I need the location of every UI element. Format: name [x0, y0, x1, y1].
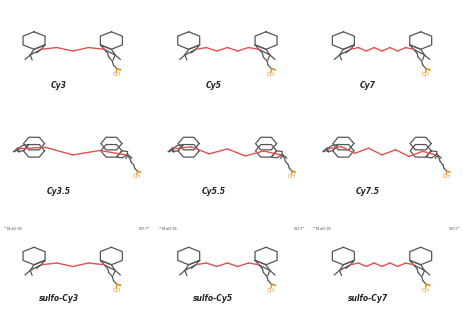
Text: SO$_3$$^-$: SO$_3$$^-$: [138, 226, 151, 233]
Text: Cy3: Cy3: [51, 81, 67, 90]
Text: OH: OH: [267, 288, 275, 293]
Text: Cy3.5: Cy3.5: [47, 188, 71, 196]
Text: sulfo-Cy5: sulfo-Cy5: [193, 294, 233, 303]
Text: Cy7.5: Cy7.5: [355, 188, 379, 196]
Text: Cy7: Cy7: [359, 81, 375, 90]
Text: $^-$NaO$_3$S: $^-$NaO$_3$S: [157, 226, 177, 233]
Text: OH: OH: [441, 174, 449, 179]
Text: OH: OH: [112, 288, 120, 293]
Text: $^-$NaO$_3$S: $^-$NaO$_3$S: [3, 226, 23, 233]
Text: sulfo-Cy7: sulfo-Cy7: [347, 294, 388, 303]
Text: SO$_3$$^-$: SO$_3$$^-$: [447, 226, 460, 233]
Text: OH: OH: [267, 72, 275, 77]
Text: OH: OH: [421, 288, 429, 293]
Text: OH: OH: [287, 174, 295, 179]
Text: Cy5: Cy5: [205, 81, 221, 90]
Text: OH: OH: [112, 72, 120, 77]
Text: Cy5.5: Cy5.5: [201, 188, 225, 196]
Text: sulfo-Cy3: sulfo-Cy3: [38, 294, 79, 303]
Text: $^-$NaO$_3$S: $^-$NaO$_3$S: [312, 226, 332, 233]
Text: OH: OH: [133, 174, 141, 179]
Text: OH: OH: [421, 72, 429, 77]
Text: SO$_3$$^-$: SO$_3$$^-$: [293, 226, 306, 233]
